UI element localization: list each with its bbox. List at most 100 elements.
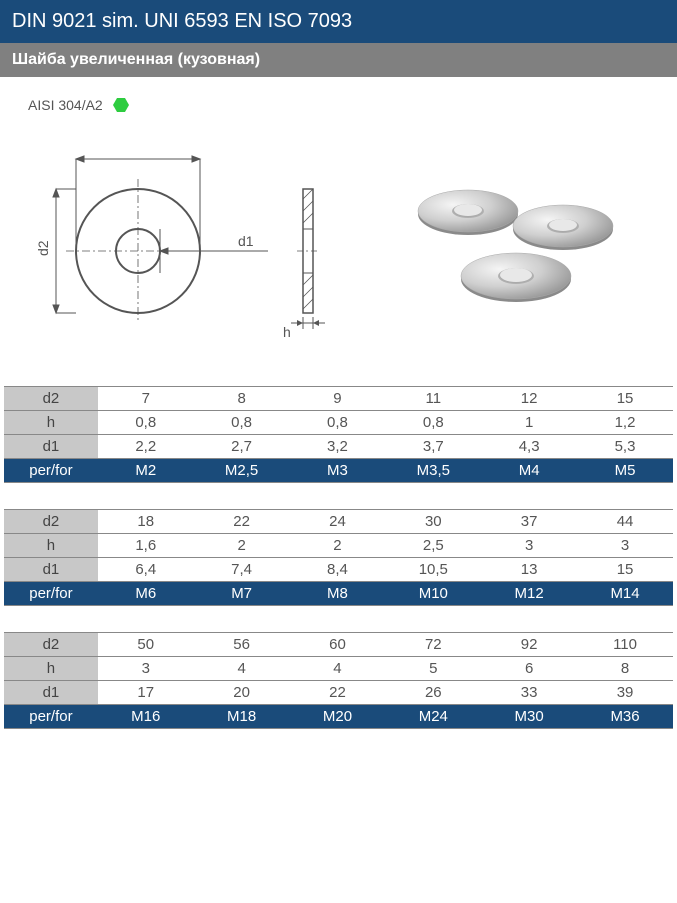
- cell: 3,7: [385, 435, 481, 459]
- row-label-h: h: [4, 534, 98, 558]
- row-label-perfor: per/for: [4, 705, 98, 729]
- row-label-d1: d1: [4, 435, 98, 459]
- cell: 33: [481, 681, 577, 705]
- cell: M10: [385, 582, 481, 606]
- cell: M6: [98, 582, 194, 606]
- cell: 1,6: [98, 534, 194, 558]
- cell: 3: [577, 534, 673, 558]
- cell: 18: [98, 510, 194, 534]
- table-row: h0,80,80,80,811,2: [4, 411, 673, 435]
- table-row: d12,22,73,23,74,35,3: [4, 435, 673, 459]
- cell: 56: [194, 633, 290, 657]
- cell: 8: [194, 387, 290, 411]
- cell: M20: [290, 705, 386, 729]
- cell: 24: [290, 510, 386, 534]
- cell: 7,4: [194, 558, 290, 582]
- cell: M18: [194, 705, 290, 729]
- cell: M8: [290, 582, 386, 606]
- content-area: AISI 304/A2: [0, 77, 677, 386]
- cell: M16: [98, 705, 194, 729]
- cell: M2: [98, 459, 194, 483]
- spec-table: d2789111215h0,80,80,80,811,2d12,22,73,23…: [4, 386, 673, 483]
- cell: M12: [481, 582, 577, 606]
- cell: 1,2: [577, 411, 673, 435]
- table-row: per/forM6M7M8M10M12M14: [4, 582, 673, 606]
- cell: 2: [290, 534, 386, 558]
- cell: 72: [385, 633, 481, 657]
- cell: 3: [98, 657, 194, 681]
- cell: M3,5: [385, 459, 481, 483]
- product-subtitle: Шайба увеличенная (кузовная): [12, 51, 260, 68]
- cell: M24: [385, 705, 481, 729]
- cell: 5: [385, 657, 481, 681]
- cell: 0,8: [385, 411, 481, 435]
- standard-header: DIN 9021 sim. UNI 6593 EN ISO 7093: [0, 0, 677, 43]
- row-label-h: h: [4, 411, 98, 435]
- cell: 2: [194, 534, 290, 558]
- table-row: h1,6222,533: [4, 534, 673, 558]
- table-row: d2789111215: [4, 387, 673, 411]
- cell: M14: [577, 582, 673, 606]
- diagram-row: d2 d1: [28, 141, 649, 346]
- cell: M4: [481, 459, 577, 483]
- standard-title: DIN 9021 sim. UNI 6593 EN ISO 7093: [12, 10, 352, 32]
- spec-tables: d2789111215h0,80,80,80,811,2d12,22,73,23…: [0, 386, 677, 775]
- cell: M5: [577, 459, 673, 483]
- cell: 6: [481, 657, 577, 681]
- spec-table: d25056607292110h344568d1172022263339per/…: [4, 632, 673, 729]
- cell: 12: [481, 387, 577, 411]
- row-label-perfor: per/for: [4, 582, 98, 606]
- cell: 5,3: [577, 435, 673, 459]
- cell: 2,7: [194, 435, 290, 459]
- table-row: per/forM2M2,5M3M3,5M4M5: [4, 459, 673, 483]
- table-row: d16,47,48,410,51315: [4, 558, 673, 582]
- cell: 6,4: [98, 558, 194, 582]
- dim-label-d2: d2: [35, 240, 51, 256]
- cell: 26: [385, 681, 481, 705]
- cell: M7: [194, 582, 290, 606]
- product-subtitle-bar: Шайба увеличенная (кузовная): [0, 43, 677, 77]
- cell: 0,8: [290, 411, 386, 435]
- cell: 8: [577, 657, 673, 681]
- spec-table: d2182224303744h1,6222,533d16,47,48,410,5…: [4, 509, 673, 606]
- cell: 0,8: [194, 411, 290, 435]
- table-row: h344568: [4, 657, 673, 681]
- row-label-d2: d2: [4, 633, 98, 657]
- row-label-perfor: per/for: [4, 459, 98, 483]
- cell: 4,3: [481, 435, 577, 459]
- table-row: d25056607292110: [4, 633, 673, 657]
- cell: 3,2: [290, 435, 386, 459]
- material-label: AISI 304/A2: [28, 97, 103, 113]
- cell: 0,8: [98, 411, 194, 435]
- cell: 22: [194, 510, 290, 534]
- cell: 15: [577, 387, 673, 411]
- cell: 37: [481, 510, 577, 534]
- table-row: d1172022263339: [4, 681, 673, 705]
- cell: 92: [481, 633, 577, 657]
- cell: 2,5: [385, 534, 481, 558]
- cell: 9: [290, 387, 386, 411]
- cell: M30: [481, 705, 577, 729]
- cell: 3: [481, 534, 577, 558]
- cell: M36: [577, 705, 673, 729]
- cell: 4: [290, 657, 386, 681]
- material-row: AISI 304/A2: [28, 97, 649, 113]
- table-row: per/forM16M18M20M24M30M36: [4, 705, 673, 729]
- hexagon-icon: [113, 98, 129, 112]
- row-label-h: h: [4, 657, 98, 681]
- cell: 15: [577, 558, 673, 582]
- cell: 60: [290, 633, 386, 657]
- cell: 30: [385, 510, 481, 534]
- cell: 20: [194, 681, 290, 705]
- cell: 39: [577, 681, 673, 705]
- cell: M3: [290, 459, 386, 483]
- row-label-d2: d2: [4, 510, 98, 534]
- technical-drawing: d2 d1: [28, 141, 348, 346]
- cell: 10,5: [385, 558, 481, 582]
- cell: 1: [481, 411, 577, 435]
- table-row: d2182224303744: [4, 510, 673, 534]
- cell: 17: [98, 681, 194, 705]
- dim-label-h: h: [283, 324, 291, 340]
- cell: 110: [577, 633, 673, 657]
- product-photo: [398, 156, 628, 331]
